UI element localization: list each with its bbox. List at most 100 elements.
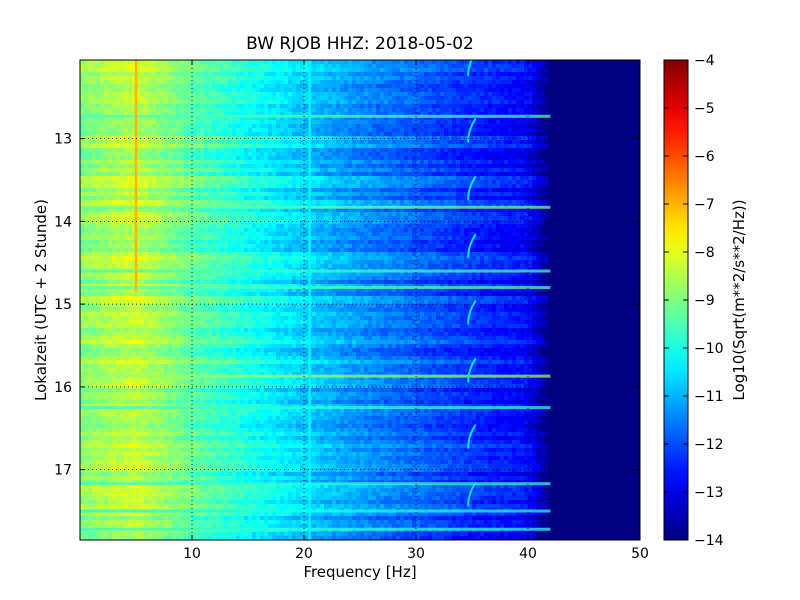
heatmap-cell <box>616 176 621 181</box>
heatmap-cell <box>204 152 209 157</box>
heatmap-cell <box>628 72 633 77</box>
heatmap-cell <box>292 80 297 85</box>
heatmap-cell <box>544 88 549 93</box>
heatmap-cell <box>100 96 105 101</box>
heatmap-cell <box>528 196 533 201</box>
heatmap-cell <box>608 88 613 93</box>
heatmap-cell <box>132 92 137 97</box>
heatmap-cell <box>492 176 497 181</box>
heatmap-cell <box>480 152 485 157</box>
heatmap-cell <box>340 108 345 113</box>
heatmap-cell <box>88 80 93 85</box>
heatmap-cell <box>460 116 465 121</box>
heatmap-cell <box>120 64 125 69</box>
heatmap-cell <box>116 120 121 125</box>
heatmap-cell <box>512 84 517 89</box>
heatmap-cell <box>628 96 633 101</box>
heatmap-cell <box>532 148 537 153</box>
heatmap-cell <box>276 112 281 117</box>
heatmap-cell <box>592 192 597 197</box>
heatmap-cell <box>84 112 89 117</box>
heatmap-cell <box>104 192 109 197</box>
heatmap-cell <box>368 120 373 125</box>
heatmap-cell <box>340 116 345 121</box>
heatmap-cell <box>524 120 529 125</box>
heatmap-cell <box>452 176 457 181</box>
heatmap-cell <box>92 84 97 89</box>
heatmap-cell <box>264 120 269 125</box>
heatmap-cell <box>372 156 377 161</box>
heatmap-cell <box>96 80 101 85</box>
heatmap-cell <box>92 132 97 137</box>
heatmap-cell <box>636 148 640 153</box>
heatmap-cell <box>120 148 125 153</box>
heatmap-cell <box>444 160 449 165</box>
heatmap-cell <box>176 156 181 161</box>
heatmap-cell <box>468 148 473 153</box>
heatmap-cell <box>316 104 321 109</box>
heatmap-cell <box>196 124 201 129</box>
heatmap-cell <box>356 172 361 177</box>
heatmap-cell <box>544 152 549 157</box>
heatmap-cell <box>560 96 565 101</box>
heatmap-cell <box>612 112 617 117</box>
heatmap-cell <box>160 112 165 117</box>
heatmap-cell <box>552 168 557 173</box>
heatmap-cell <box>396 88 401 93</box>
heatmap-cell <box>508 156 513 161</box>
heatmap-cell <box>268 84 273 89</box>
heatmap-cell <box>528 64 533 69</box>
heatmap-cell <box>428 124 433 129</box>
heatmap-cell <box>184 148 189 153</box>
heatmap-cell <box>216 132 221 137</box>
heatmap-cell <box>264 64 269 69</box>
heatmap-cell <box>172 144 177 149</box>
heatmap-cell <box>184 84 189 89</box>
heatmap-cell <box>172 140 177 145</box>
heatmap-cell <box>432 92 437 97</box>
heatmap-cell <box>596 168 601 173</box>
heatmap-cell <box>336 148 341 153</box>
heatmap-cell <box>240 68 245 73</box>
heatmap-cell <box>300 164 305 169</box>
heatmap-cell <box>412 196 417 201</box>
heatmap-cell <box>228 192 233 197</box>
heatmap-cell <box>332 84 337 89</box>
heatmap-cell <box>92 192 97 197</box>
heatmap-cell <box>276 140 281 145</box>
heatmap-cell <box>188 116 193 121</box>
heatmap-cell <box>288 184 293 189</box>
heatmap-cell <box>156 160 161 165</box>
heatmap-cell <box>324 180 329 185</box>
heatmap-cell <box>460 64 465 69</box>
heatmap-cell <box>496 76 501 81</box>
heatmap-cell <box>436 76 441 81</box>
heatmap-cell <box>96 152 101 157</box>
heatmap-cell <box>564 72 569 77</box>
heatmap-cell <box>508 152 513 157</box>
heatmap-cell <box>204 92 209 97</box>
heatmap-cell <box>548 84 553 89</box>
heatmap-cell <box>196 148 201 153</box>
heatmap-cell <box>240 128 245 133</box>
heatmap-cell <box>364 132 369 137</box>
heatmap-cell <box>512 96 517 101</box>
heatmap-cell <box>600 68 605 73</box>
heatmap-cell <box>276 188 281 193</box>
heatmap-cell <box>568 184 573 189</box>
heatmap-cell <box>524 144 529 149</box>
heatmap-cell <box>360 108 365 113</box>
heatmap-cell <box>384 120 389 125</box>
heatmap-cell <box>140 60 145 65</box>
heatmap-cell <box>532 80 537 85</box>
heatmap-cell <box>232 176 237 181</box>
heatmap-cell <box>248 140 253 145</box>
heatmap-cell <box>608 60 613 65</box>
heatmap-cell <box>292 124 297 129</box>
heatmap-cell <box>220 116 225 121</box>
heatmap-cell <box>588 140 593 145</box>
heatmap-cell <box>264 152 269 157</box>
heatmap-cell <box>244 168 249 173</box>
heatmap-cell <box>380 84 385 89</box>
heatmap-cell <box>140 160 145 165</box>
